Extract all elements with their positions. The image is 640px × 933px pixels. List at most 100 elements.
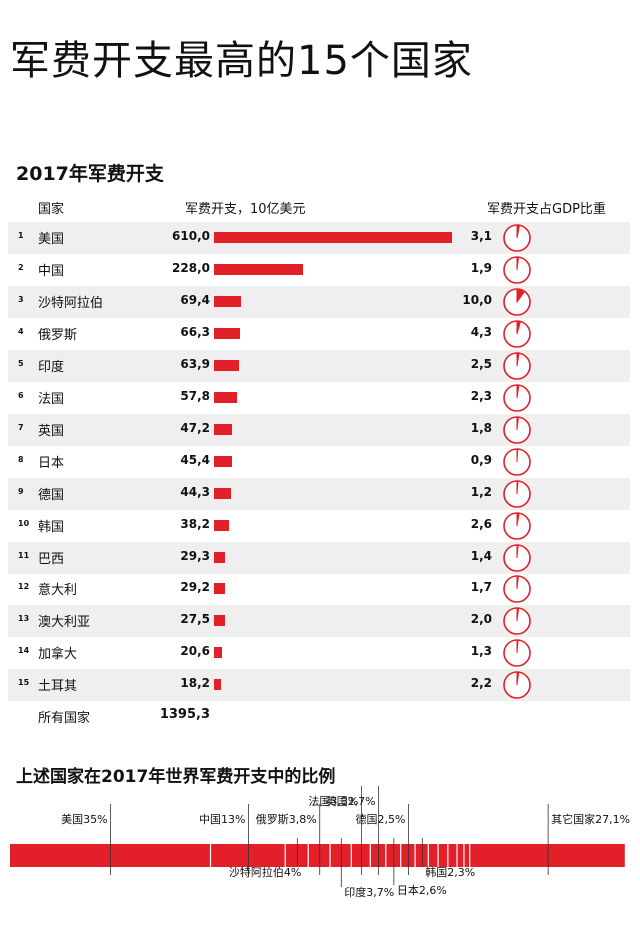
country-name: 巴西 — [38, 551, 65, 567]
gdp-share-value: 1,9 — [470, 260, 492, 275]
gdp-share-pie — [503, 415, 531, 444]
share-segment — [457, 844, 464, 867]
rank-number: 11 — [18, 550, 30, 560]
pie-slice — [516, 575, 519, 590]
pie-slice — [516, 384, 520, 398]
gdp-share-pie — [503, 671, 531, 700]
gdp-share-value: 2,5 — [470, 356, 492, 371]
share-label: 法国3,3% — [308, 794, 358, 808]
gdp-share-pie — [503, 607, 531, 636]
table-row: 15 土耳其 18,2 2,2 — [8, 669, 630, 702]
share-segment — [285, 844, 308, 867]
spending-value: 29,2 — [180, 580, 210, 595]
country-name: 中国 — [38, 263, 65, 279]
share-label: 沙特阿拉伯4% — [229, 865, 301, 879]
pie-slice — [516, 543, 519, 558]
table-row: 8 日本 45,4 0,9 — [8, 446, 630, 478]
spending-value: 57,8 — [180, 388, 210, 403]
spending-value: 29,3 — [180, 548, 210, 563]
rank-number: 13 — [18, 614, 30, 624]
spending-bar — [214, 391, 237, 403]
gdp-share-pie — [503, 351, 531, 380]
spending-value: 45,4 — [180, 452, 210, 467]
total-value: 1395,3 — [159, 707, 210, 722]
gdp-share-value: 0,9 — [470, 452, 492, 467]
rank-number: 8 — [18, 454, 24, 464]
share-label: 英国2,7% — [326, 794, 376, 808]
spending-bar — [214, 487, 232, 499]
spending-bar — [214, 359, 239, 371]
country-name: 法国 — [38, 391, 65, 407]
rank-number: 4 — [18, 326, 24, 336]
gdp-share-pie — [503, 320, 531, 348]
table-row: 6 法国 57,8 2,3 — [8, 382, 630, 414]
spending-bar — [214, 615, 225, 627]
country-name: 韩国 — [38, 519, 65, 535]
share-segment — [370, 844, 386, 867]
share-segment — [330, 844, 351, 867]
gdp-share-value: 3,1 — [470, 229, 492, 243]
spending-value: 69,4 — [180, 292, 210, 307]
spending-bar — [214, 327, 240, 339]
gdp-share-pie — [503, 479, 531, 508]
share-label: 中国13% — [199, 813, 245, 826]
spending-bar — [214, 583, 226, 595]
gdp-share-value: 1,2 — [470, 484, 492, 499]
share-label: 其它国家27,1% — [551, 812, 630, 826]
gdp-share-value: 2,6 — [470, 516, 492, 531]
gdp-share-value: 10,0 — [462, 292, 492, 307]
gdp-share-pie — [503, 288, 531, 316]
country-name: 沙特阿拉伯 — [38, 295, 104, 311]
pie-slice — [516, 352, 520, 366]
spending-bar — [214, 263, 303, 275]
pie-slice — [516, 480, 519, 494]
rank-number: 10 — [18, 518, 30, 528]
share-segment — [386, 844, 401, 867]
total-label: 所有国家 — [38, 711, 91, 726]
gdp-share-pie — [503, 639, 531, 668]
spending-value: 47,2 — [180, 420, 210, 435]
table-row: 5 印度 63,9 2,5 — [8, 349, 630, 382]
country-name: 日本 — [38, 455, 65, 471]
share-segment — [401, 844, 415, 867]
table-row: 7 英国 47,2 1,8 — [8, 413, 630, 446]
gdp-share-pie — [503, 543, 531, 572]
rank-number: 12 — [18, 582, 30, 592]
rank-number: 14 — [18, 646, 30, 656]
pie-slice — [516, 416, 520, 430]
share-label: 俄罗斯3,8% — [256, 813, 317, 826]
rank-number: 9 — [18, 486, 24, 496]
table-row: 13 澳大利亚 27,5 2,0 — [8, 605, 630, 638]
spending-value: 66,3 — [180, 324, 210, 339]
gdp-share-pie — [503, 256, 531, 284]
spending-bar — [214, 679, 222, 691]
gdp-share-pie — [503, 575, 531, 604]
gdp-share-pie — [503, 447, 531, 476]
pie-slice — [516, 671, 520, 686]
table-row: 10 韩国 38,2 2,6 — [8, 510, 630, 542]
share-label: 美国35% — [61, 813, 107, 826]
pie-slice — [516, 448, 519, 462]
section-title-spending: 2017年军费开支 — [16, 163, 164, 185]
header-gdp-share: 军费开支占GDP比重 — [487, 202, 606, 217]
country-name: 英国 — [38, 423, 65, 439]
share-segment — [470, 844, 625, 867]
spending-value: 18,2 — [180, 676, 210, 691]
page-title: 军费开支最高的15个国家 — [10, 38, 473, 84]
share-strip-chart: 美国35% 中国13% 沙特阿拉伯4% 俄罗斯3,8% 印度3,7% 法国3,3%英国2,… — [10, 786, 630, 899]
share-label: 韩国2,3% — [425, 865, 475, 879]
gdp-share-value: 2,0 — [470, 612, 492, 627]
table-row: 3 沙特阿拉伯 69,4 10,0 — [8, 285, 630, 318]
pie-slice — [516, 607, 520, 622]
pie-slice — [516, 639, 519, 654]
spending-value: 610,0 — [172, 229, 210, 243]
gdp-share-value: 4,3 — [470, 324, 492, 339]
pie-slice — [516, 320, 522, 334]
share-label: 印度3,7% — [344, 885, 394, 899]
table-row: 12 意大利 29,2 1,7 — [8, 573, 630, 605]
country-name: 澳大利亚 — [38, 615, 91, 631]
country-name: 土耳其 — [38, 679, 78, 695]
spending-value: 38,2 — [180, 516, 210, 531]
header-spending: 军费开支，10亿美元 — [185, 202, 306, 217]
share-label: 德国2,5% — [356, 812, 406, 826]
